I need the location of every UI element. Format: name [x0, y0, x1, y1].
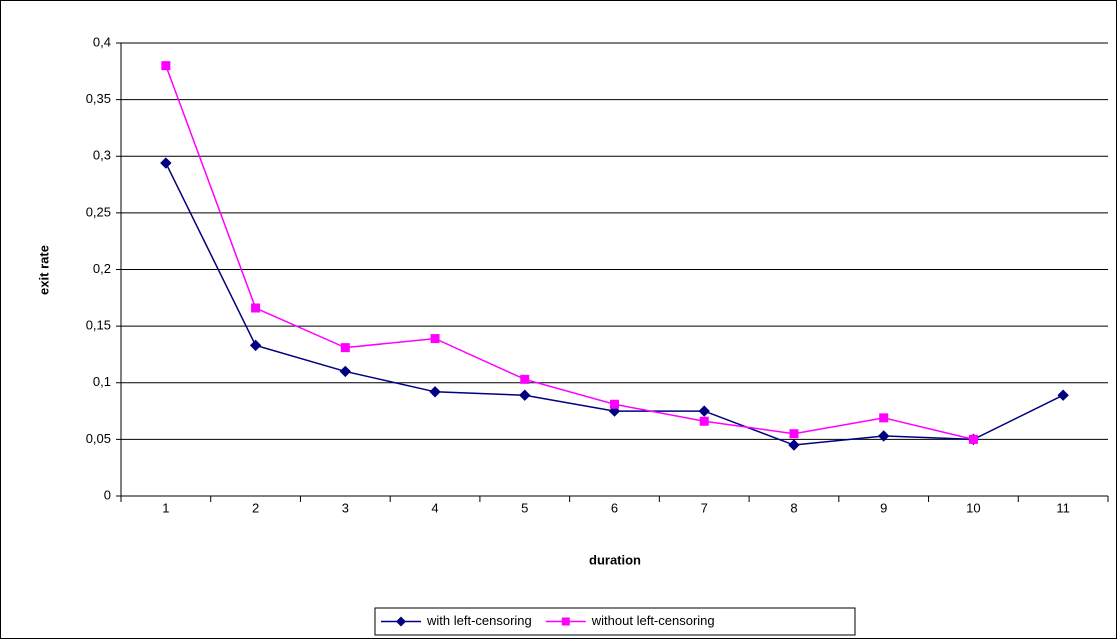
x-tick-label: 5	[521, 500, 528, 515]
x-axis-title: duration	[589, 552, 641, 567]
y-tick-label: 0,05	[86, 431, 111, 446]
data-point	[789, 429, 799, 439]
x-tick-label: 9	[880, 500, 887, 515]
x-tick-label: 2	[252, 500, 259, 515]
data-point	[1057, 389, 1069, 401]
x-tick-label: 3	[342, 500, 349, 515]
data-point	[520, 374, 530, 384]
x-tick-label: 7	[701, 500, 708, 515]
x-tick-label: 10	[966, 500, 980, 515]
data-point	[340, 343, 350, 353]
data-point	[968, 434, 978, 444]
data-point	[699, 416, 709, 426]
x-tick-label: 8	[790, 500, 797, 515]
y-tick-label: 0,4	[93, 34, 111, 49]
legend-marker	[396, 616, 406, 627]
data-point	[160, 157, 172, 169]
y-tick-label: 0,15	[86, 318, 111, 333]
data-point	[339, 365, 352, 378]
data-point	[788, 439, 800, 451]
data-point	[251, 303, 261, 313]
data-point	[610, 399, 619, 409]
legend-label: without left-censoring	[591, 613, 715, 628]
data-point	[429, 386, 441, 398]
y-tick-label: 0,1	[93, 374, 111, 389]
legend-box	[374, 607, 856, 636]
x-tick-label: 6	[611, 500, 618, 515]
series-line	[165, 65, 974, 441]
data-point	[879, 413, 889, 423]
data-point	[877, 430, 890, 442]
data-point	[430, 334, 440, 344]
y-tick-label: 0,35	[86, 91, 111, 106]
data-point	[519, 389, 531, 401]
x-tick-label: 4	[431, 500, 438, 515]
y-axis-title: exit rate	[36, 245, 51, 295]
y-tick-label: 0,3	[93, 148, 111, 163]
x-tick-label: 1	[162, 500, 169, 515]
x-tick-label: 11	[1056, 500, 1070, 515]
y-tick-label: 0	[104, 487, 111, 502]
y-tick-label: 0,2	[93, 261, 111, 276]
data-point	[249, 339, 262, 352]
data-point	[161, 61, 171, 71]
legend-label: with left-censoring	[426, 613, 532, 628]
data-point	[698, 405, 710, 417]
legend-marker	[561, 617, 570, 626]
y-tick-label: 0,25	[86, 204, 111, 219]
